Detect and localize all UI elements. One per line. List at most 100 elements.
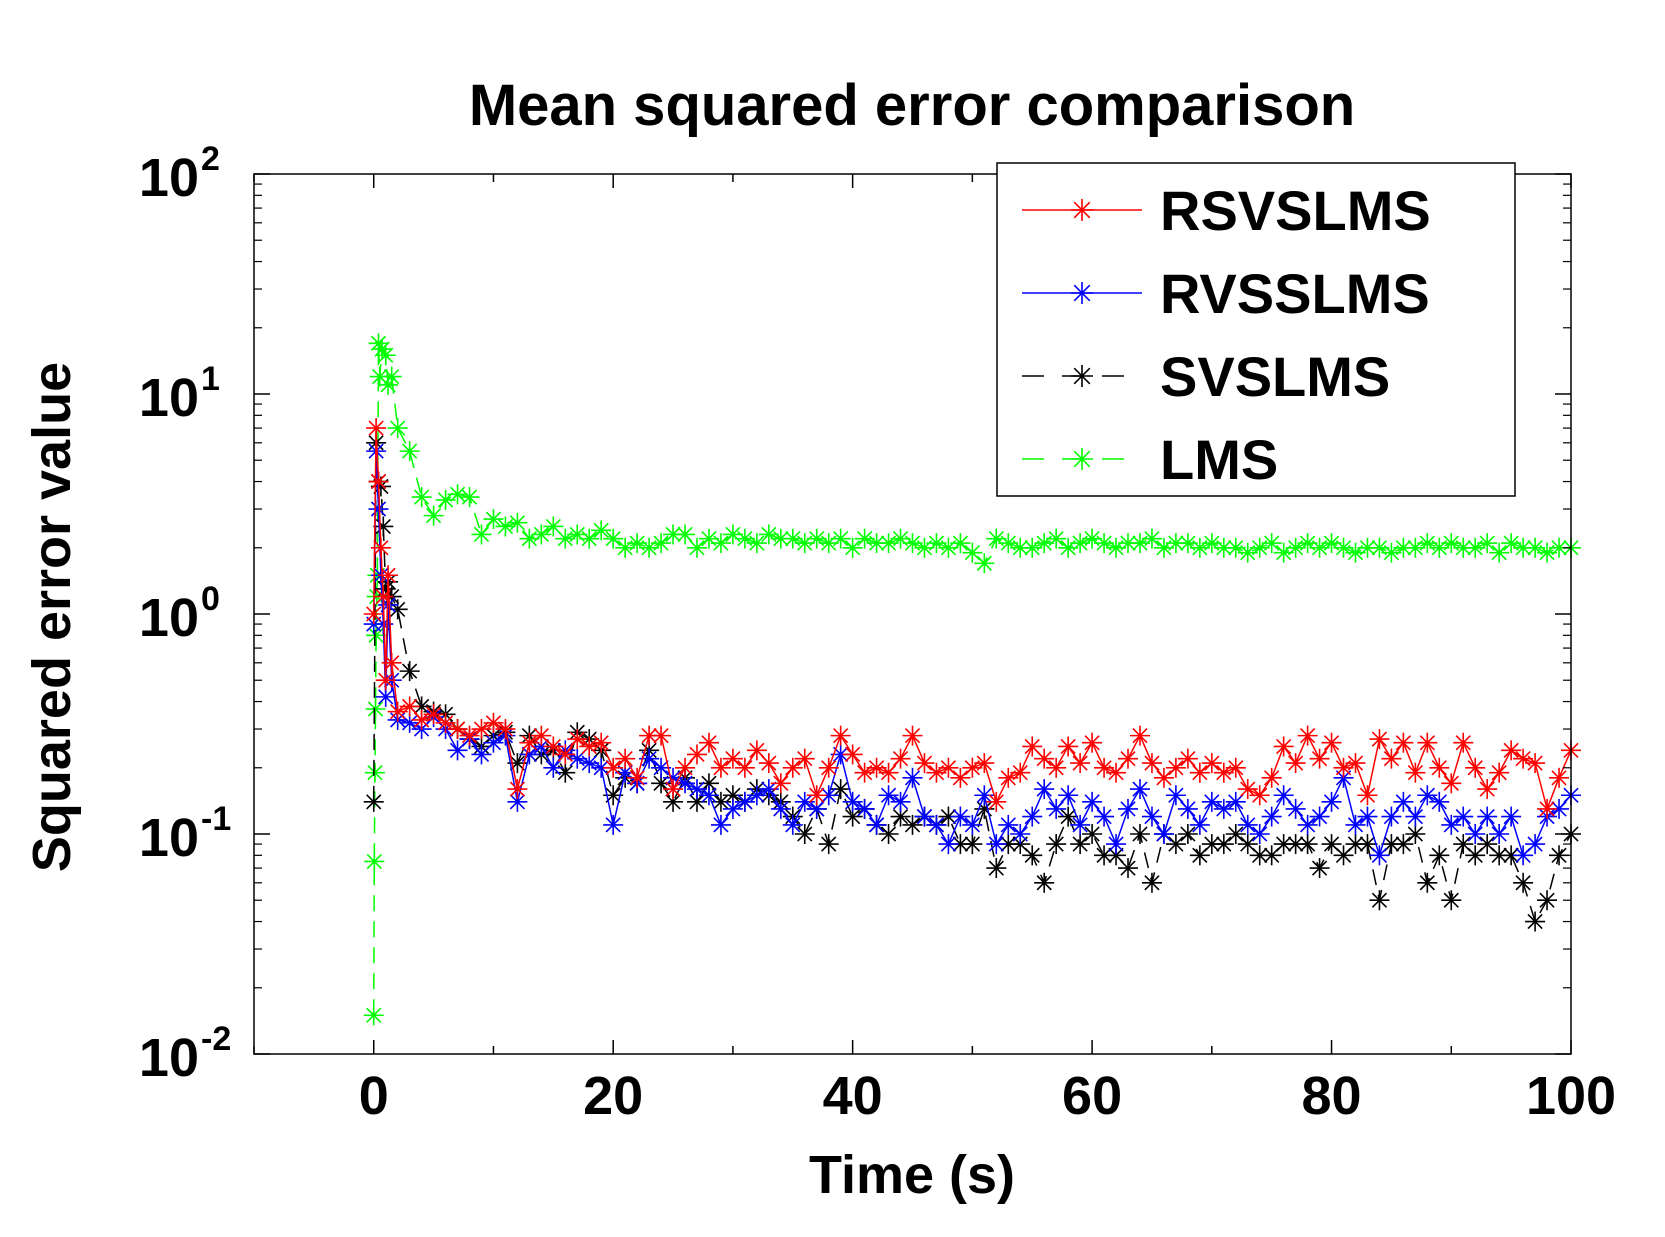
data-point-svslms <box>902 814 923 835</box>
data-point-rsvslms <box>710 757 731 778</box>
data-point-svslms <box>1201 834 1222 855</box>
data-point-rsvslms <box>591 732 612 753</box>
data-point-rsvslms <box>938 757 959 778</box>
data-point-svslms <box>1034 872 1055 893</box>
data-point-rsvslms <box>1369 729 1390 750</box>
data-point-rvsslms <box>914 806 935 827</box>
data-point-rsvslms <box>1141 753 1162 774</box>
data-point-rsvslms <box>986 791 1007 812</box>
data-point-svslms <box>1106 845 1127 866</box>
data-point-rvsslms <box>1441 814 1462 835</box>
data-point-rsvslms <box>1249 785 1270 806</box>
data-point-rvsslms <box>1453 806 1474 827</box>
data-point-rsvslms <box>555 744 576 765</box>
data-point-lms <box>1549 537 1570 558</box>
data-point-lms <box>746 533 767 554</box>
data-point-rvsslms <box>842 791 863 812</box>
data-point-rsvslms <box>1201 753 1222 774</box>
data-point-rvsslms <box>986 834 1007 855</box>
data-point-lms <box>710 533 731 554</box>
data-point-lms <box>387 418 408 439</box>
data-point-rvsslms <box>375 686 396 707</box>
data-point-rvsslms <box>1525 834 1546 855</box>
data-point-rvsslms <box>1345 814 1366 835</box>
data-point-rsvslms <box>1489 762 1510 783</box>
data-point-rsvslms <box>1082 732 1103 753</box>
data-point-rvsslms <box>447 740 468 761</box>
data-point-rvsslms <box>1321 791 1342 812</box>
legend-label: LMS <box>1160 428 1278 491</box>
data-point-svslms <box>1141 872 1162 893</box>
data-point-rvsslms <box>722 798 743 819</box>
y-tick-exponent: -1 <box>201 800 231 838</box>
data-point-rsvslms <box>435 712 456 733</box>
data-point-svslms <box>363 791 384 812</box>
data-point-rvsslms <box>1297 814 1318 835</box>
data-point-rsvslms <box>375 670 396 691</box>
data-point-rvsslms <box>878 785 899 806</box>
data-point-svslms <box>1165 834 1186 855</box>
data-point-svslms <box>1022 845 1043 866</box>
data-point-lms <box>1046 528 1067 549</box>
data-point-rvsslms <box>651 757 672 778</box>
data-point-lms <box>435 489 456 510</box>
data-point-rvsslms <box>1106 834 1127 855</box>
data-point-lms <box>471 524 492 545</box>
data-point-rvsslms <box>603 814 624 835</box>
y-tick-label: 10 <box>139 1028 199 1088</box>
data-point-rsvslms <box>1237 779 1258 800</box>
data-point-rsvslms <box>399 696 420 717</box>
data-point-rsvslms <box>842 744 863 765</box>
data-point-rvsslms <box>1477 806 1498 827</box>
data-point-lms <box>1261 533 1282 554</box>
series-line-lms <box>372 343 1571 1016</box>
data-point-rsvslms <box>1106 762 1127 783</box>
data-point-rsvslms <box>782 757 803 778</box>
data-point-rvsslms <box>770 798 791 819</box>
data-point-lms <box>950 533 971 554</box>
data-point-lms <box>507 512 528 533</box>
data-point-rvsslms <box>1046 798 1067 819</box>
data-point-rsvslms <box>686 744 707 765</box>
data-point-rvsslms <box>1189 814 1210 835</box>
data-point-svslms <box>1309 858 1330 879</box>
data-point-rvsslms <box>998 814 1019 835</box>
legend-label: RVSSLMS <box>1160 262 1430 325</box>
data-point-rsvslms <box>1273 736 1294 757</box>
data-point-rsvslms <box>1177 748 1198 769</box>
data-point-rsvslms <box>1034 748 1055 769</box>
data-point-rsvslms <box>366 418 387 439</box>
data-point-rsvslms <box>914 753 935 774</box>
data-point-rsvslms <box>1321 732 1342 753</box>
data-point-svslms <box>1453 834 1474 855</box>
data-point-lms <box>375 345 396 366</box>
data-point-rvsslms <box>1070 814 1091 835</box>
data-point-rvsslms <box>710 814 731 835</box>
data-point-lms <box>866 533 887 554</box>
data-point-rsvslms <box>1429 757 1450 778</box>
data-point-rvsslms <box>938 834 959 855</box>
data-point-rvsslms <box>471 744 492 765</box>
data-point-svslms <box>878 824 899 844</box>
data-point-rsvslms <box>890 748 911 769</box>
data-point-rsvslms <box>734 757 755 778</box>
data-point-rsvslms <box>1465 757 1486 778</box>
data-point-rvsslms <box>1129 779 1150 800</box>
legend-marker <box>1071 365 1093 387</box>
data-point-lms <box>381 366 402 387</box>
data-point-rsvslms <box>651 725 672 746</box>
data-point-rsvslms <box>1441 773 1462 794</box>
data-point-rvsslms <box>1417 785 1438 806</box>
data-point-svslms <box>710 791 731 812</box>
data-point-lms <box>1441 533 1462 554</box>
data-point-svslms <box>399 661 420 682</box>
data-point-rsvslms <box>722 748 743 769</box>
data-point-rvsslms <box>974 785 995 806</box>
data-point-lms <box>591 520 612 541</box>
data-point-rvsslms <box>1261 806 1282 827</box>
data-point-svslms <box>962 834 983 855</box>
data-point-rvsslms <box>854 798 875 819</box>
data-point-rsvslms <box>1189 762 1210 783</box>
legend-item-rvsslms: RVSSLMS <box>1022 262 1430 325</box>
data-point-rsvslms <box>1309 748 1330 769</box>
